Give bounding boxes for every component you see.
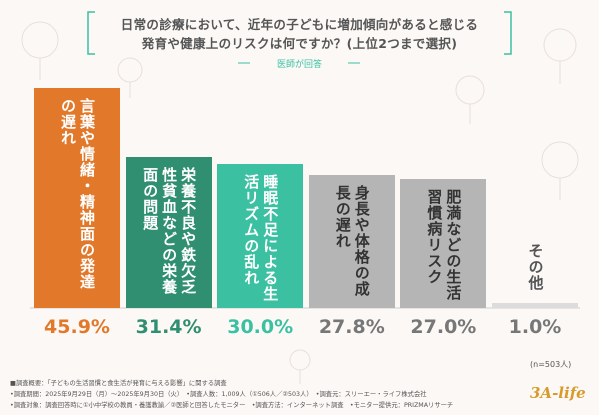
bar-label: 身長や体格の成長の遅れ [333, 184, 371, 297]
bar-label-wrap: その他 [492, 243, 578, 298]
bar-label-wrap: 肥満などの生活習慣病リスク [400, 189, 486, 304]
bar-label: 言葉や情緒・精神面の発達の遅れ [59, 98, 96, 290]
bar-label: 栄養不良や鉄欠乏性貧血などの栄養面の問題 [141, 167, 198, 296]
footer: •調査対象：調査回答時に①小中学校の教員・養護教諭／②医師と回答したモニター •… [10, 402, 454, 409]
bar [492, 303, 578, 308]
footer: •調査期間：2025年9月29日（月）～2025年9月30日（火） •調査人数：… [10, 391, 427, 398]
value-label: 27.8% [318, 316, 385, 338]
value-label: 45.9% [44, 316, 110, 338]
bar [34, 88, 120, 308]
value-label: 30.0% [227, 316, 294, 338]
value-label: 31.4% [135, 316, 202, 338]
logo: 3A-life [530, 384, 586, 402]
chart-title: 発育や健康上のリスクは何ですか？(上位2つまで選択) [141, 36, 458, 51]
bar-label: その他 [526, 243, 545, 292]
bar-label-wrap: 言葉や情緒・精神面の発達の遅れ [34, 98, 120, 304]
subtitle: 医師が回答 [276, 60, 322, 70]
bar [125, 157, 212, 308]
bar-label: 肥満などの生活習慣病リスク [425, 188, 463, 301]
bar-label-wrap: 睡眠不足による生活リズムの乱れ [217, 174, 303, 304]
bar [217, 164, 304, 308]
value-label: 1.0% [508, 316, 562, 338]
value-label: 27.0% [410, 316, 477, 338]
bar [400, 178, 487, 308]
bar-label-wrap: 身長や体格の成長の遅れ [309, 185, 395, 304]
note: (n=503人) [530, 360, 572, 369]
chart-title: 日常の診療において、近年の子どもに増加傾向があると感じる [120, 17, 479, 32]
bar-label-wrap: 栄養不良や鉄欠乏性貧血などの栄養面の問題 [126, 167, 212, 304]
footer: ■調査概要：「子どもの生活習慣と食生活が発育に与える影響」に関する調査 [10, 380, 227, 387]
bar-label: 睡眠不足による生活リズムの乱れ [242, 174, 280, 303]
bar [308, 174, 395, 308]
